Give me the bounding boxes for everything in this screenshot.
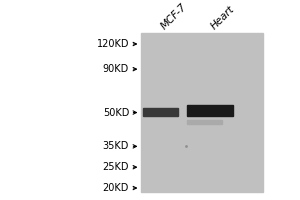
Text: Heart: Heart <box>208 3 236 31</box>
Text: 35KD: 35KD <box>103 141 129 151</box>
Bar <box>187 120 222 124</box>
Text: 120KD: 120KD <box>97 39 129 49</box>
Text: 20KD: 20KD <box>103 183 129 193</box>
Text: 90KD: 90KD <box>103 64 129 74</box>
Text: 25KD: 25KD <box>103 162 129 172</box>
Text: 50KD: 50KD <box>103 108 129 118</box>
Bar <box>187 105 233 116</box>
Bar <box>143 108 178 116</box>
Text: MCF-7: MCF-7 <box>159 1 189 31</box>
Bar <box>141 33 263 192</box>
